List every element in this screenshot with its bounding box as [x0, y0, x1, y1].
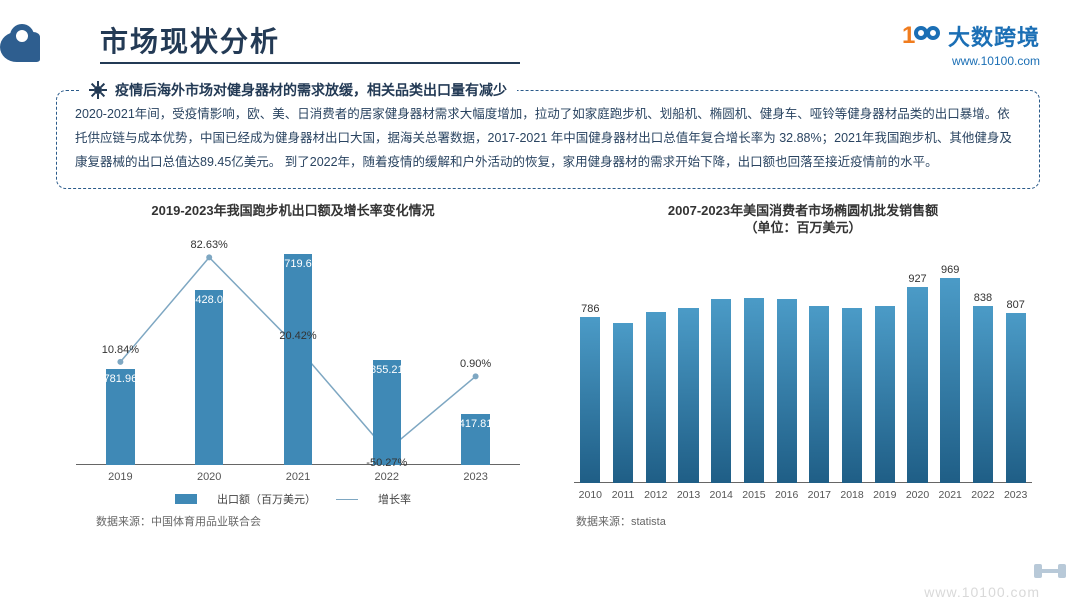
bar [842, 308, 862, 483]
callout-title: 疫情后海外市场对健身器材的需求放缓，相关品类出口量有减少 [115, 80, 507, 100]
brand-name: 大数跨境 [948, 20, 1040, 52]
bar [973, 306, 993, 483]
dumbbell-icon [1036, 562, 1064, 580]
brand-url: www.10100.com [952, 54, 1040, 68]
legend-bar-label: 出口额（百万美元） [217, 491, 316, 507]
bar [777, 299, 797, 483]
brand-logo-icon: 1 [902, 24, 942, 48]
bar [678, 308, 698, 483]
page-title: 市场现状分析 [100, 20, 280, 66]
legend-line-label: 增长率 [378, 491, 411, 507]
callout-body: 2020-2021年间，受疫情影响，欧、美、日消费者的居家健身器材需求大幅度增加… [75, 103, 1021, 174]
right-chart-area: 2010786201120122013201420152016201720182… [566, 243, 1040, 507]
bar [907, 287, 927, 483]
bar [195, 290, 223, 465]
right-chart-source: 数据来源：statista [566, 513, 1040, 529]
right-chart: 2007-2023年美国消费者市场椭圆机批发销售额 （单位：百万美元） 2010… [566, 203, 1040, 529]
left-chart-legend: 出口额（百万美元） 增长率 [56, 491, 530, 507]
left-chart-area: 781.96201910.84%1428.09202082.63%1719.65… [56, 226, 530, 487]
left-chart-title: 2019-2023年我国跑步机出口额及增长率变化情况 [56, 203, 530, 220]
left-chart-source: 数据来源：中国体育用品业联合会 [56, 513, 530, 529]
page-header: 市场现状分析 1 大数跨境 www.10100.com [0, 0, 1080, 76]
bar [284, 254, 312, 465]
bar [940, 278, 960, 483]
bar [613, 323, 633, 484]
right-chart-title: 2007-2023年美国消费者市场椭圆机批发销售额 （单位：百万美元） [566, 203, 1040, 237]
bar [744, 298, 764, 483]
summary-callout: 疫情后海外市场对健身器材的需求放缓，相关品类出口量有减少 2020-2021年间… [56, 90, 1040, 189]
bar [646, 312, 666, 483]
bar [875, 306, 895, 484]
flex-arm-icon [0, 14, 44, 58]
bar [711, 299, 731, 483]
bar [809, 306, 829, 484]
brand-block: 1 大数跨境 www.10100.com [902, 20, 1040, 68]
charts-row: 2019-2023年我国跑步机出口额及增长率变化情况 781.96201910.… [0, 199, 1080, 529]
bar [1006, 313, 1026, 484]
bar [580, 317, 600, 483]
left-chart: 2019-2023年我国跑步机出口额及增长率变化情况 781.96201910.… [56, 203, 530, 529]
sun-icon [89, 81, 107, 99]
title-underline [100, 62, 520, 64]
watermark: www.10100.com [924, 584, 1040, 600]
